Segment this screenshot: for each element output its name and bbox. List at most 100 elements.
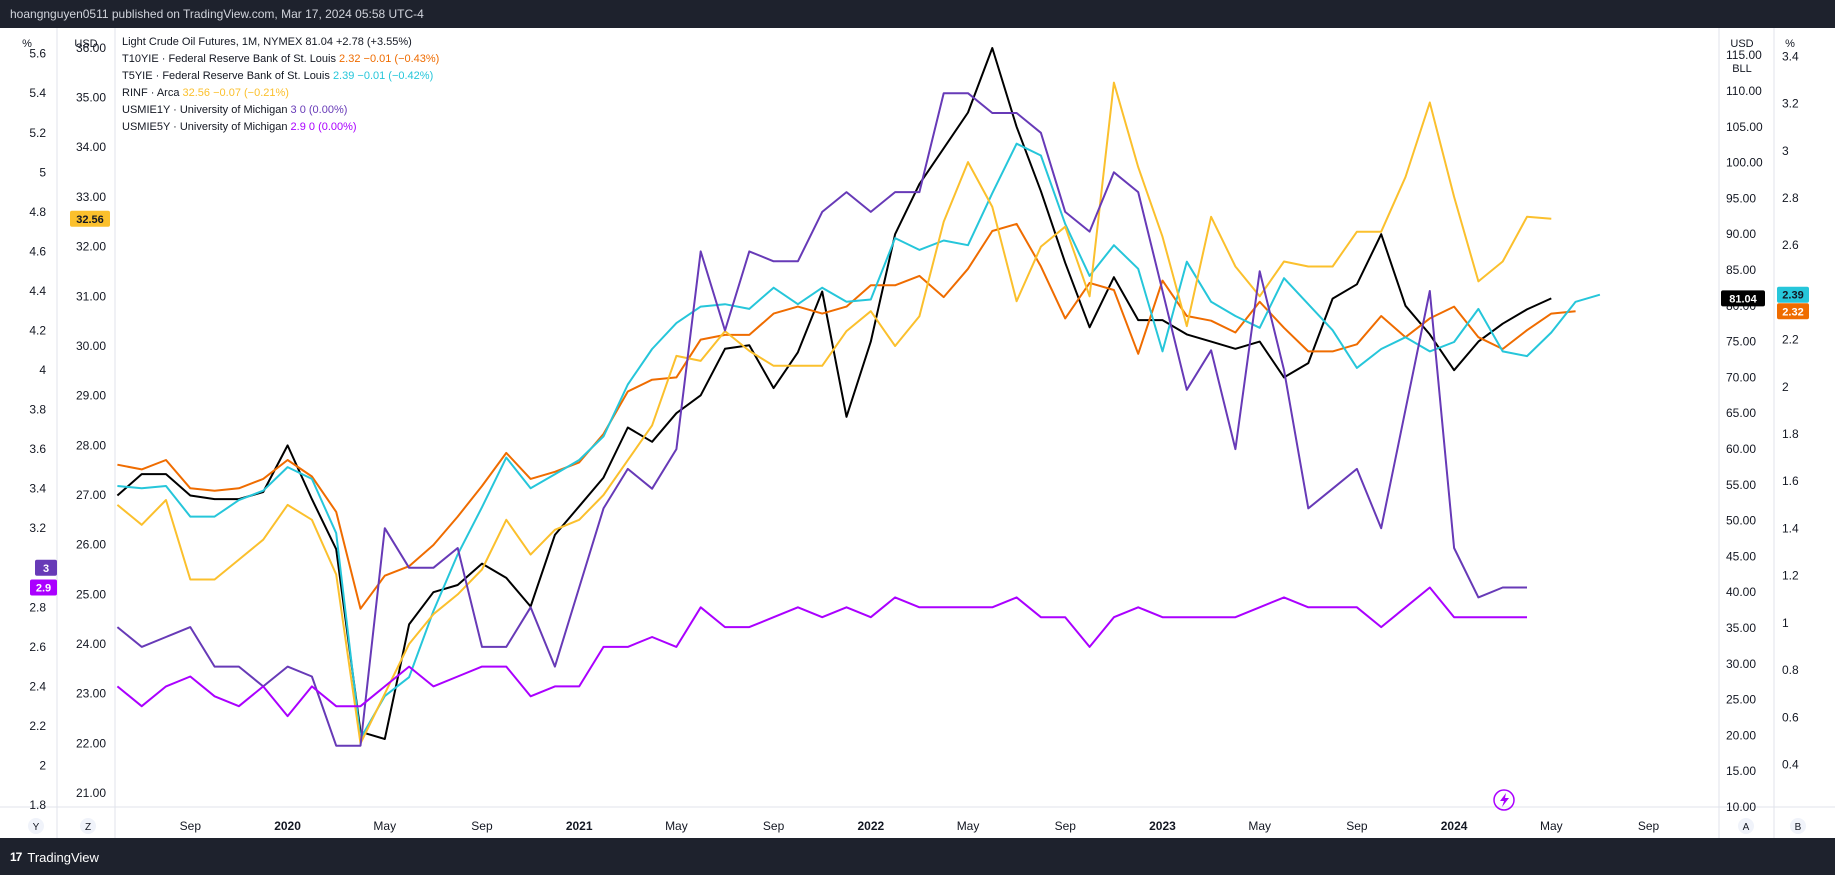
right-bll-tick-label: 100.00: [1726, 156, 1763, 170]
price-tag-bg: [30, 579, 57, 596]
right-bll-tick-label: 105.00: [1726, 120, 1763, 134]
legend-value: 81.04: [305, 36, 336, 48]
legend-row-4[interactable]: USMIE1Y · University of Michigan 3 0 (0.…: [122, 104, 347, 116]
outer-right-tick-label: 1.4: [1782, 521, 1799, 535]
inner-left-tick-label: 24.00: [76, 637, 106, 651]
outer-right-tick-label: 1: [1782, 616, 1789, 630]
outer-right-tick-label: 0.8: [1782, 663, 1799, 677]
chart-panel[interactable]: % USD USD BLL% 1.8 2 2.2 2.4 2.6 2.8 3 3.2 3.4 3.6 3.8…: [0, 28, 1835, 838]
x-tick-label: Sep: [1055, 819, 1077, 833]
outer-right-tick-label: 1.6: [1782, 474, 1799, 488]
x-tick-label: Sep: [1638, 819, 1660, 833]
inner-left-tick-label: 27.00: [76, 488, 106, 502]
series-line-3[interactable]: [116, 81, 1552, 745]
outer-right-tick-label: 1.8: [1782, 427, 1799, 441]
x-tick-label: 2023: [1149, 819, 1176, 833]
outer-left-tick-label: 5: [39, 165, 46, 179]
outer-left-tick-label: 5.2: [29, 126, 46, 140]
outer-left-tick-label: 4.4: [29, 284, 46, 298]
legend-symbol: T10YIE · Federal Reserve Bank of St. Lou…: [122, 53, 339, 65]
lightning-icon[interactable]: [1493, 789, 1515, 811]
legend-row-5[interactable]: USMIE5Y · University of Michigan 2.9 0 (…: [122, 121, 357, 133]
outer-left-tick-label: 3.4: [29, 482, 46, 496]
price-tag-label: 3: [43, 563, 49, 575]
inner-left-tick-label: 21.00: [76, 786, 106, 800]
outer-left-tick-label: 2.8: [29, 600, 46, 614]
legend-value: 2.32: [339, 53, 363, 65]
right-bll-tick-label: 95.00: [1726, 191, 1756, 205]
series-line-4[interactable]: [116, 92, 1527, 747]
right-bll-tick-label: 70.00: [1726, 370, 1756, 384]
legend-symbol: RINF · Arca: [122, 87, 183, 99]
x-tick-label: May: [957, 819, 980, 833]
legend-symbol: Light Crude Oil Futures, 1M, NYMEX: [122, 36, 305, 48]
chart-svg[interactable]: % USD USD BLL% 1.8 2 2.2 2.4 2.6 2.8 3 3.2 3.4 3.6 3.8…: [0, 28, 1835, 838]
legend-row-3[interactable]: RINF · Arca 32.56 −0.07 (−0.21%): [122, 87, 289, 99]
right-bll-tick-label: 75.00: [1726, 335, 1756, 349]
inner-left-tick-label: 32.00: [76, 240, 106, 254]
outer-right-tick-label: 2.2: [1782, 333, 1799, 347]
tradingview-logo-icon: 17: [10, 850, 22, 864]
outer-right-tick-label: 2.6: [1782, 238, 1799, 252]
axis-button-z[interactable]: Z: [85, 822, 91, 833]
inner-left-tick-label: 31.00: [76, 289, 106, 303]
x-tick-label: May: [1248, 819, 1271, 833]
inner-left-tick-label: 30.00: [76, 339, 106, 353]
legend-change: −0.01 (−0.42%): [357, 70, 433, 82]
outer-left-tick-label: 4: [39, 363, 46, 377]
inner-right-unit-label-bottom: BLL: [1732, 63, 1752, 75]
legend-row-1[interactable]: T10YIE · Federal Reserve Bank of St. Lou…: [122, 53, 439, 65]
axis-button-y[interactable]: Y: [33, 822, 40, 833]
inner-left-unit-label: USD: [74, 38, 97, 50]
outer-left-tick-label: 3.2: [29, 521, 46, 535]
right-bll-tick-label: 65.00: [1726, 406, 1756, 420]
price-tag-label: 2.9: [36, 583, 51, 595]
legend-change: +2.78 (+3.55%): [336, 36, 412, 48]
right-bll-tick-label: 90.00: [1726, 227, 1756, 241]
legend-row-2[interactable]: T5YIE · Federal Reserve Bank of St. Loui…: [122, 70, 433, 82]
outer-right-tick-label: 0.6: [1782, 710, 1799, 724]
outer-left-tick-label: 4.2: [29, 324, 46, 338]
axis-button-b-bg[interactable]: [1790, 818, 1806, 834]
axis-button-y-bg[interactable]: [28, 818, 44, 834]
outer-left-tick-label: 2.2: [29, 719, 46, 733]
tradingview-logo[interactable]: 17 TradingView: [10, 849, 99, 865]
outer-right-tick-label: 3: [1782, 144, 1789, 158]
price-tag-label: 32.56: [76, 214, 104, 226]
series-line-2[interactable]: [117, 142, 1601, 740]
series-line-0[interactable]: [116, 47, 1552, 740]
x-tick-label: May: [665, 819, 688, 833]
legend-row-0[interactable]: Light Crude Oil Futures, 1M, NYMEX 81.04…: [122, 36, 412, 48]
series-line-5[interactable]: [116, 586, 1527, 718]
price-tag-bg: [1777, 286, 1809, 303]
legend-change: −0.01 (−0.43%): [364, 53, 440, 65]
right-bll-tick-label: 60.00: [1726, 442, 1756, 456]
axis-button-a-bg[interactable]: [1738, 818, 1754, 834]
outer-left-tick-label: 2.4: [29, 679, 46, 693]
series-line-1[interactable]: [117, 222, 1576, 610]
inner-left-tick-label: 26.00: [76, 538, 106, 552]
axis-button-a[interactable]: A: [1743, 822, 1750, 833]
tradingview-brand: TradingView: [27, 849, 99, 865]
legend-symbol: USMIE1Y · University of Michigan: [122, 104, 291, 116]
inner-left-tick-label: 28.00: [76, 438, 106, 452]
legend-change: 0 (0.00%): [309, 121, 357, 133]
x-tick-label: May: [1540, 819, 1563, 833]
legend-symbol: USMIE5Y · University of Michigan: [122, 121, 291, 133]
inner-right-unit-label-top: USD: [1730, 38, 1753, 50]
price-tag-label: 2.32: [1782, 306, 1803, 318]
right-bll-tick-label: 30.00: [1726, 657, 1756, 671]
outer-left-tick-label: 5.6: [29, 47, 46, 61]
axis-button-z-bg[interactable]: [80, 818, 96, 834]
x-tick-label: 2021: [566, 819, 593, 833]
outer-right-tick-label: 3.4: [1782, 49, 1799, 63]
outer-right-tick-label: 2: [1782, 380, 1789, 394]
inner-left-tick-label: 22.00: [76, 736, 106, 750]
right-bll-tick-label: 35.00: [1726, 621, 1756, 635]
right-bll-tick-label: 40.00: [1726, 585, 1756, 599]
legend-value: 2.39: [333, 70, 357, 82]
axis-button-b[interactable]: B: [1795, 822, 1802, 833]
outer-right-tick-label: 2.8: [1782, 191, 1799, 205]
price-tag-bg: [1721, 290, 1765, 307]
publication-header: hoangnguyen0511 published on TradingView…: [0, 0, 1835, 28]
